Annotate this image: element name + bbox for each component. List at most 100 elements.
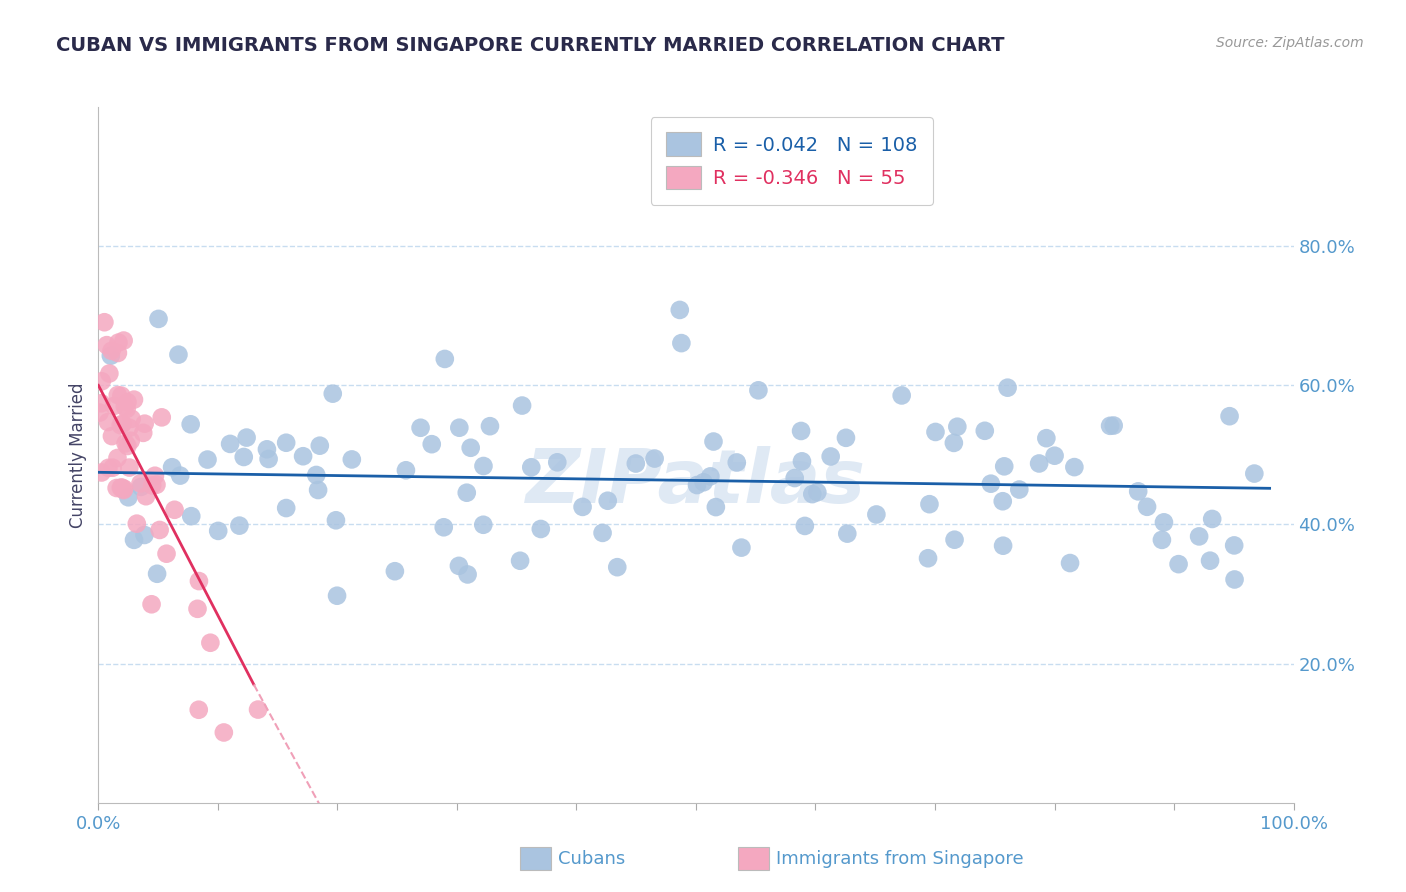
Point	[1167, 557, 1189, 571]
Point	[129, 480, 152, 494]
Point	[460, 441, 482, 455]
Point	[188, 574, 211, 588]
Point	[624, 457, 647, 471]
Point	[117, 395, 139, 409]
Point	[890, 388, 912, 402]
Point	[991, 539, 1014, 553]
Point	[118, 421, 141, 435]
Point	[305, 467, 328, 482]
Point	[149, 523, 172, 537]
Point	[447, 558, 470, 573]
Point	[101, 429, 124, 443]
Point	[107, 335, 129, 350]
Point	[1028, 457, 1050, 471]
Point	[247, 702, 270, 716]
Point	[671, 336, 693, 351]
Point	[644, 451, 666, 466]
Point	[384, 564, 406, 578]
Point	[100, 343, 122, 358]
Text: Cubans: Cubans	[558, 849, 626, 868]
Point	[835, 431, 858, 445]
Point	[186, 602, 208, 616]
Point	[456, 485, 478, 500]
Point	[121, 412, 143, 426]
Point	[118, 460, 141, 475]
Y-axis label: Currently Married: Currently Married	[69, 382, 87, 528]
Point	[256, 442, 278, 457]
Point	[141, 597, 163, 611]
Point	[292, 449, 315, 463]
Point	[90, 374, 112, 388]
Text: Source: ZipAtlas.com: Source: ZipAtlas.com	[1216, 36, 1364, 50]
Point	[1136, 500, 1159, 514]
Point	[790, 454, 813, 468]
Point	[180, 509, 202, 524]
Point	[1150, 533, 1173, 547]
Point	[924, 425, 946, 439]
Point	[180, 417, 202, 432]
Point	[1043, 449, 1066, 463]
Point	[322, 386, 344, 401]
Point	[1223, 538, 1246, 552]
Point	[97, 460, 120, 475]
Point	[592, 525, 614, 540]
Point	[103, 399, 125, 413]
Point	[980, 476, 1002, 491]
Point	[1188, 529, 1211, 543]
Point	[93, 315, 115, 329]
Point	[308, 439, 330, 453]
Point	[110, 418, 132, 433]
Point	[973, 424, 995, 438]
Point	[340, 452, 363, 467]
Point	[509, 554, 531, 568]
Point	[145, 477, 167, 491]
Point	[120, 434, 142, 448]
Point	[472, 517, 495, 532]
Point	[704, 500, 727, 514]
Point	[801, 487, 824, 501]
Point	[943, 533, 966, 547]
Point	[747, 384, 769, 398]
Point	[114, 436, 136, 450]
Point	[111, 417, 134, 431]
Point	[89, 406, 111, 420]
Point	[530, 522, 553, 536]
Point	[1035, 431, 1057, 445]
Point	[232, 450, 254, 464]
Point	[1153, 516, 1175, 530]
Point	[571, 500, 593, 514]
Point	[1128, 484, 1150, 499]
Point	[98, 367, 121, 381]
Point	[143, 468, 166, 483]
Point	[449, 420, 471, 434]
Point	[1243, 467, 1265, 481]
Point	[783, 471, 806, 485]
Point	[212, 725, 235, 739]
Point	[163, 503, 186, 517]
Point	[606, 560, 628, 574]
Point	[1199, 554, 1222, 568]
Point	[457, 567, 479, 582]
Point	[702, 434, 724, 449]
Point	[160, 460, 183, 475]
Point	[837, 526, 859, 541]
Point	[395, 463, 418, 477]
Point	[135, 489, 157, 503]
Point	[793, 519, 815, 533]
Point	[111, 481, 134, 495]
Point	[409, 421, 432, 435]
Point	[433, 351, 456, 366]
Point	[167, 348, 190, 362]
Point	[1008, 483, 1031, 497]
Point	[472, 458, 495, 473]
Point	[1201, 512, 1223, 526]
Text: CUBAN VS IMMIGRANTS FROM SINGAPORE CURRENTLY MARRIED CORRELATION CHART: CUBAN VS IMMIGRANTS FROM SINGAPORE CURRE…	[56, 36, 1005, 54]
Point	[520, 460, 543, 475]
Point	[276, 501, 298, 516]
Point	[692, 475, 714, 490]
Point	[97, 415, 120, 429]
Point	[433, 520, 456, 534]
Point	[420, 437, 443, 451]
Point	[169, 468, 191, 483]
Point	[146, 566, 169, 581]
